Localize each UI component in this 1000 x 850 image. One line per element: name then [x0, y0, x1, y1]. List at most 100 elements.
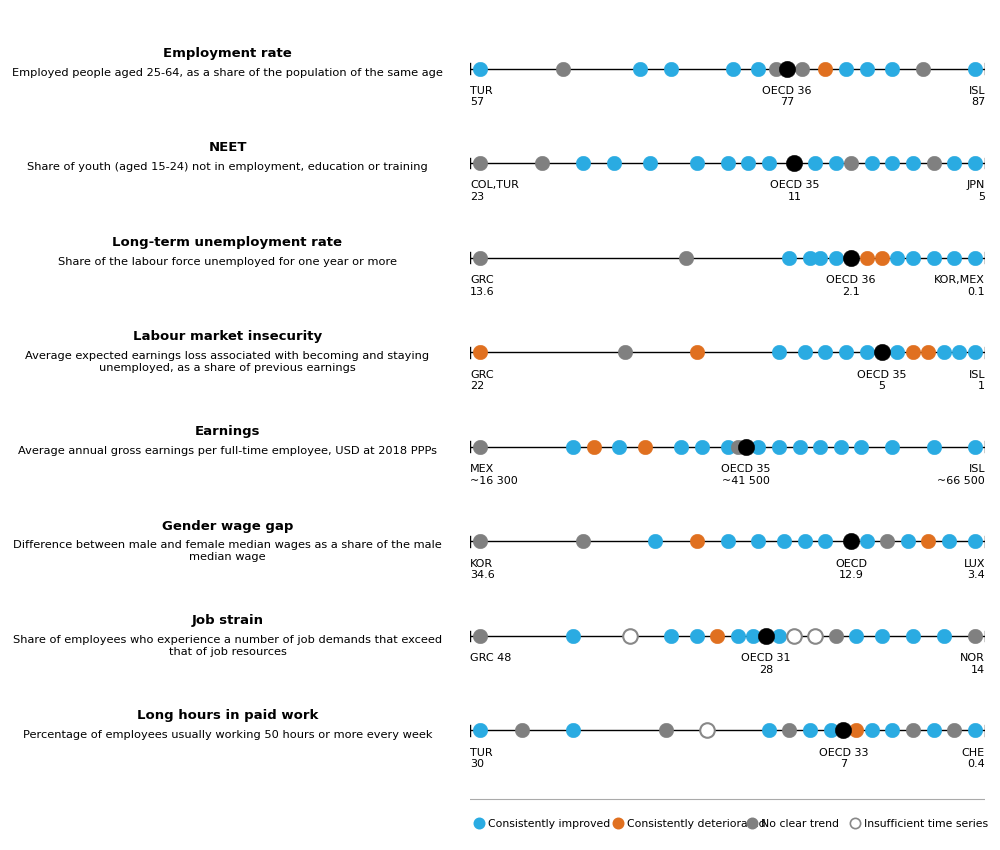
Point — [720, 535, 736, 548]
Text: OECD 36
2.1: OECD 36 2.1 — [826, 275, 876, 297]
Point — [472, 62, 488, 76]
Text: Share of employees who experience a number of job demands that exceed
that of jo: Share of employees who experience a numb… — [13, 635, 442, 656]
Point — [946, 156, 962, 170]
Point — [689, 629, 705, 643]
Point — [750, 535, 766, 548]
Text: Difference between male and female median wages as a share of the male
median wa: Difference between male and female media… — [13, 541, 442, 562]
Text: KOR
34.6: KOR 34.6 — [470, 558, 495, 581]
Point — [838, 345, 854, 359]
Point — [817, 62, 833, 76]
Text: TUR
57: TUR 57 — [470, 86, 493, 107]
Point — [874, 345, 890, 359]
Text: ISL
~66 500: ISL ~66 500 — [937, 464, 985, 485]
Text: Share of youth (aged 15-24) not in employment, education or training: Share of youth (aged 15-24) not in emplo… — [27, 162, 428, 173]
Point — [817, 345, 833, 359]
Point — [905, 251, 921, 264]
Text: TUR
30: TUR 30 — [470, 748, 493, 769]
Text: LUX
3.4: LUX 3.4 — [964, 558, 985, 581]
Point — [926, 440, 942, 454]
Text: Share of the labour force unemployed for one year or more: Share of the labour force unemployed for… — [58, 257, 397, 267]
Text: Percentage of employees usually working 50 hours or more every week: Percentage of employees usually working … — [23, 729, 432, 740]
Point — [689, 345, 705, 359]
Text: No clear trend: No clear trend — [761, 819, 839, 830]
Point — [678, 251, 694, 264]
Point — [905, 156, 921, 170]
Point — [905, 723, 921, 737]
Text: OECD 36
77: OECD 36 77 — [762, 86, 811, 107]
Point — [771, 629, 787, 643]
Point — [663, 62, 679, 76]
Point — [761, 723, 777, 737]
Text: Gender wage gap: Gender wage gap — [162, 519, 293, 533]
Point — [879, 535, 895, 548]
Point — [848, 723, 864, 737]
Text: OECD 35
~41 500: OECD 35 ~41 500 — [721, 464, 770, 485]
Point — [920, 535, 936, 548]
Point — [663, 629, 679, 643]
Point — [905, 629, 921, 643]
Point — [859, 345, 875, 359]
Point — [744, 816, 760, 830]
Point — [472, 156, 488, 170]
Point — [730, 440, 746, 454]
Point — [761, 156, 777, 170]
Point — [807, 629, 823, 643]
Point — [817, 535, 833, 548]
Point — [926, 723, 942, 737]
Point — [843, 535, 859, 548]
Point — [720, 440, 736, 454]
Point — [915, 62, 931, 76]
Point — [828, 629, 844, 643]
Text: Labour market insecurity: Labour market insecurity — [133, 331, 322, 343]
Text: Long-term unemployment rate: Long-term unemployment rate — [112, 236, 342, 249]
Point — [779, 62, 795, 76]
Point — [616, 345, 633, 359]
Point — [786, 629, 802, 643]
Text: Earnings: Earnings — [195, 425, 260, 438]
Text: JPN
5: JPN 5 — [967, 180, 985, 202]
Point — [946, 723, 962, 737]
Point — [828, 251, 844, 264]
Point — [781, 251, 797, 264]
Point — [792, 440, 808, 454]
Point — [642, 156, 658, 170]
Point — [758, 629, 774, 643]
Text: OECD 31
28: OECD 31 28 — [741, 653, 791, 675]
Text: COL,TUR
23: COL,TUR 23 — [470, 180, 519, 202]
Point — [555, 62, 571, 76]
Point — [730, 629, 746, 643]
Point — [847, 816, 863, 830]
Text: Average annual gross earnings per full-time employee, USD at 2018 PPPs: Average annual gross earnings per full-t… — [18, 445, 437, 456]
Point — [941, 535, 957, 548]
Point — [786, 156, 802, 170]
Text: Employed people aged 25-64, as a share of the population of the same age: Employed people aged 25-64, as a share o… — [12, 68, 443, 77]
Point — [771, 345, 787, 359]
Text: ISL
87: ISL 87 — [968, 86, 985, 107]
Point — [709, 629, 725, 643]
Text: Long hours in paid work: Long hours in paid work — [137, 709, 318, 722]
Point — [951, 345, 967, 359]
Point — [606, 156, 622, 170]
Text: Consistently improved: Consistently improved — [488, 819, 610, 830]
Point — [471, 816, 487, 830]
Point — [936, 345, 952, 359]
Point — [637, 440, 653, 454]
Point — [807, 156, 823, 170]
Point — [647, 535, 663, 548]
Point — [565, 629, 581, 643]
Point — [967, 156, 983, 170]
Point — [874, 251, 890, 264]
Point — [838, 62, 854, 76]
Point — [822, 723, 838, 737]
Point — [658, 723, 674, 737]
Point — [833, 440, 849, 454]
Point — [900, 535, 916, 548]
Point — [802, 251, 818, 264]
Point — [884, 156, 900, 170]
Point — [967, 535, 983, 548]
Point — [797, 535, 813, 548]
Point — [812, 251, 828, 264]
Point — [514, 723, 530, 737]
Point — [812, 440, 828, 454]
Point — [946, 251, 962, 264]
